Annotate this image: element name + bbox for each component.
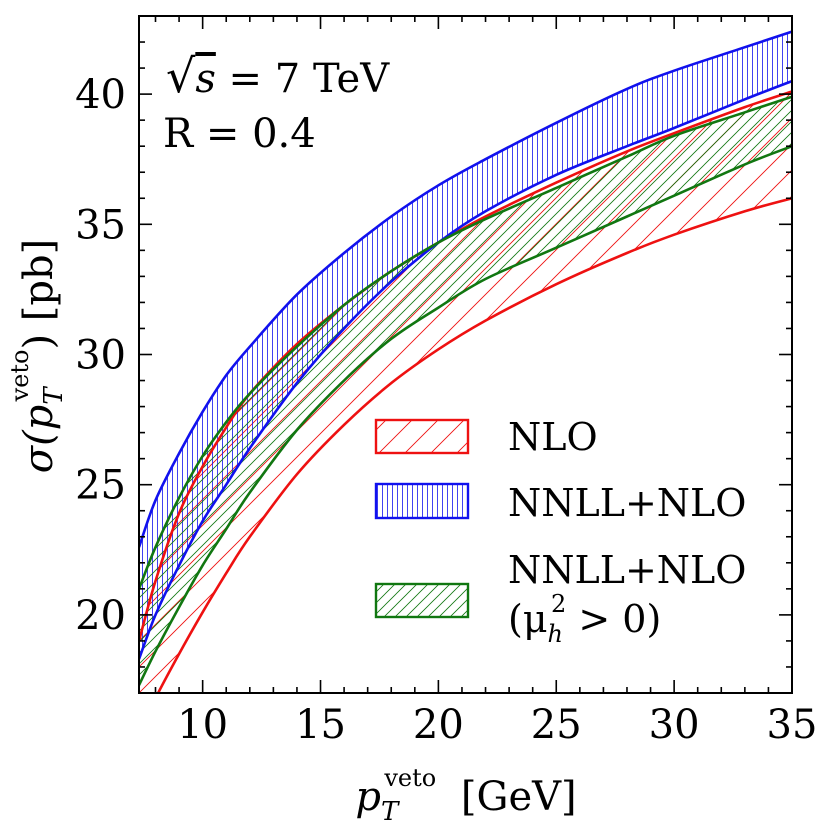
legend-item-nnll-nlo: NNLL+NLO	[374, 481, 746, 525]
nnll-nlo-muh-lower-line	[139, 144, 792, 686]
x-tick-label: 20	[413, 702, 464, 748]
y-tick-label: 40	[75, 72, 126, 118]
x-tick-label: 15	[295, 702, 346, 748]
y-axis-label: σ(pTveto) [pb]	[6, 239, 69, 473]
radius-annotation: R = 0.4	[163, 111, 316, 157]
y-tick-label: 25	[75, 463, 126, 509]
legend-label-muh-condition: (μh2 > 0)	[508, 590, 661, 648]
y-tick-label: 35	[75, 202, 126, 248]
x-tick-label: 35	[767, 702, 818, 748]
energy-annotation: √s = 7 TeV	[166, 49, 390, 103]
nnll-nlo-muh-band-hatch	[139, 96, 792, 686]
legend-swatch-nnll-nlo-muh	[374, 582, 470, 619]
legend-item-nnll-nlo-muh: NNLL+NLO (μh2 > 0)	[374, 548, 746, 648]
legend-label-nnll-nlo: NNLL+NLO	[508, 481, 746, 525]
y-tick-label: 30	[75, 333, 126, 379]
nlo-band-hatch	[139, 91, 792, 693]
x-tick-label: 10	[177, 702, 228, 748]
axis-ticks	[139, 15, 793, 693]
legend-label-nnll-nlo-muh: NNLL+NLO	[508, 548, 746, 592]
nnll-nlo-upper-line	[139, 30, 792, 548]
nnll-nlo-band-hatch	[139, 31, 792, 660]
legend-item-nlo: NLO	[374, 415, 598, 459]
legend-swatch-nlo	[374, 418, 470, 455]
legend: NLO NNLL+NLO NNLL+NLO (μh2 > 0)	[374, 415, 746, 648]
y-tick-labels: 20 25 30 35 40	[75, 72, 126, 639]
x-axis-label: pTveto [GeV]	[355, 764, 576, 827]
bands-layer	[139, 30, 792, 693]
nlo-lower-line	[156, 197, 792, 693]
nnll-nlo-lower-line	[139, 79, 792, 660]
x-tick-label: 25	[531, 702, 582, 748]
y-tick-label: 20	[75, 593, 126, 639]
x-tick-labels: 10 15 20 25 30 35	[177, 702, 817, 748]
nnll-nlo-muh-upper-line	[139, 95, 792, 590]
legend-label-nlo: NLO	[508, 415, 598, 459]
x-tick-label: 30	[649, 702, 700, 748]
legend-swatch-nnll-nlo	[374, 482, 470, 520]
